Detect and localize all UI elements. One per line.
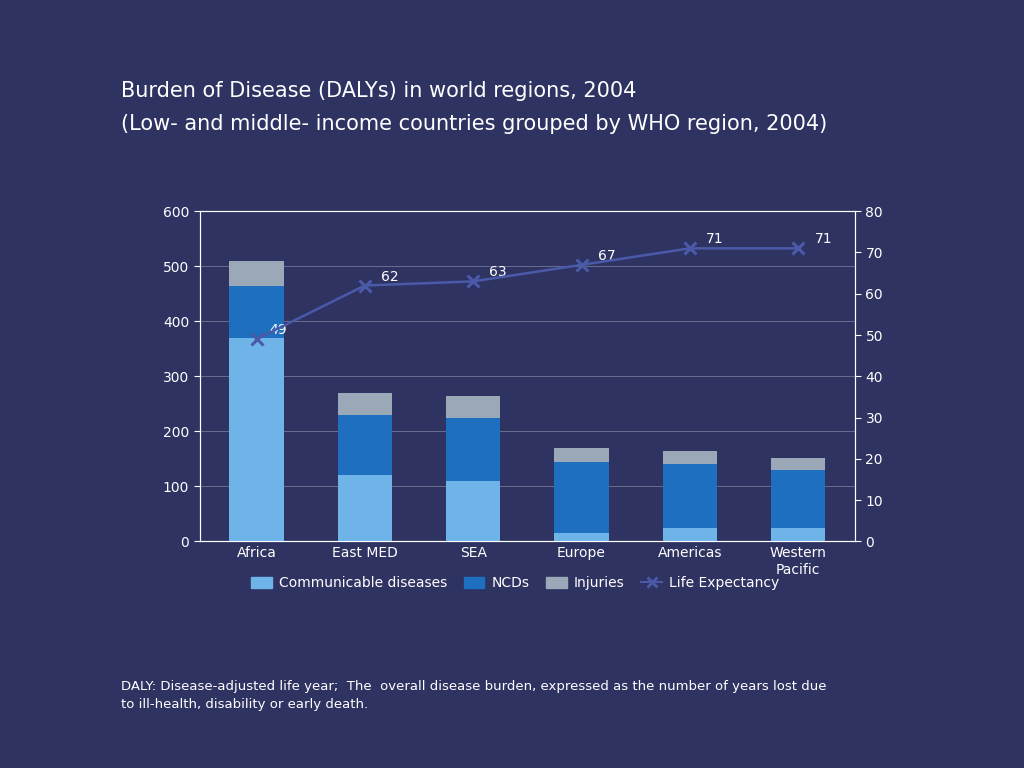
Bar [446,481,501,541]
Bar [229,338,284,541]
Bar [338,415,392,475]
Bar [554,533,608,541]
Life Expectancy [358,281,371,290]
Bar [446,418,501,481]
Text: Burden of Disease (DALYs) in world regions, 2004: Burden of Disease (DALYs) in world regio… [121,81,636,101]
Text: 63: 63 [489,266,507,280]
Bar [663,465,717,528]
Text: 62: 62 [381,270,398,283]
Life Expectancy [467,276,479,286]
Text: 49: 49 [269,323,287,337]
Text: 67: 67 [598,249,615,263]
Life Expectancy [251,335,263,344]
Bar [771,458,825,470]
Line: Life Expectancy: Life Expectancy [251,243,804,345]
Text: (Low- and middle- income countries grouped by WHO region, 2004): (Low- and middle- income countries group… [121,114,827,134]
Life Expectancy [684,243,696,253]
Life Expectancy [575,260,588,270]
Legend: Communicable diseases, NCDs, Injuries, Life Expectancy: Communicable diseases, NCDs, Injuries, L… [246,571,784,596]
Bar [771,470,825,528]
Bar [663,528,717,541]
Life Expectancy [792,243,804,253]
Bar [229,286,284,338]
Bar [663,451,717,465]
Text: 71: 71 [707,233,724,247]
Text: DALY: Disease-adjusted life year;  The  overall disease burden, expressed as the: DALY: Disease-adjusted life year; The ov… [121,680,826,710]
Bar [446,396,501,418]
Bar [338,475,392,541]
Bar [554,448,608,462]
Bar [338,393,392,415]
Bar [554,462,608,533]
Text: 71: 71 [814,233,833,247]
Bar [229,261,284,286]
Bar [771,528,825,541]
